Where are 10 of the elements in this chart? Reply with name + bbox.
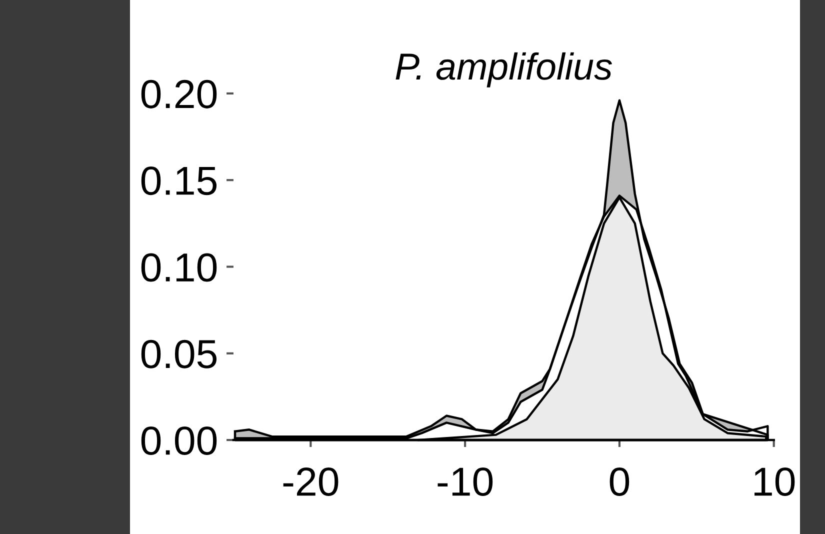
- y-tick-label: 0.00: [141, 426, 217, 456]
- x-tick-label: -20: [283, 467, 338, 496]
- y-tick-label: 0.05: [141, 340, 217, 368]
- y-tick-label: 0.10: [141, 253, 217, 282]
- y-tick-label: 0.15: [141, 166, 217, 196]
- x-tick-label: 10: [754, 467, 795, 496]
- x-tick-label: -10: [438, 467, 493, 496]
- y-tick-label: 0.20: [141, 80, 217, 108]
- chart-title: P. amplifolius: [396, 52, 612, 88]
- x-tick-label: 0: [610, 467, 630, 496]
